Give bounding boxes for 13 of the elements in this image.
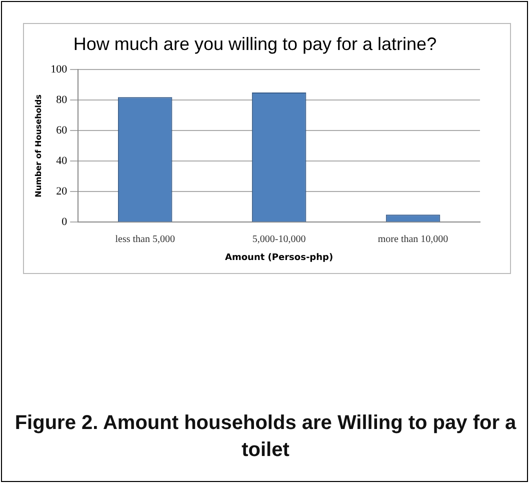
x-tick-label: more than 10,000 xyxy=(378,234,448,245)
caption: Figure 2. Amount households are Willing to pay for a toilet xyxy=(14,411,518,463)
chart-title: How much are you willing to pay for a latrine? xyxy=(73,34,437,54)
x-tick-label: less than 5,000 xyxy=(115,234,175,245)
y-tick-label: 20 xyxy=(56,186,68,198)
y-tick-label: 60 xyxy=(56,124,68,137)
y-tick-label: 80 xyxy=(56,94,68,106)
y-axis-title: Number of Households xyxy=(34,94,43,198)
y-tick-label: 100 xyxy=(50,63,68,76)
y-tick-label: 0 xyxy=(62,216,68,228)
x-tick-label: 5,000-10,000 xyxy=(252,234,306,245)
x-axis-title: Amount (Persos-php) xyxy=(225,252,334,263)
y-tick-label: 40 xyxy=(56,155,68,168)
